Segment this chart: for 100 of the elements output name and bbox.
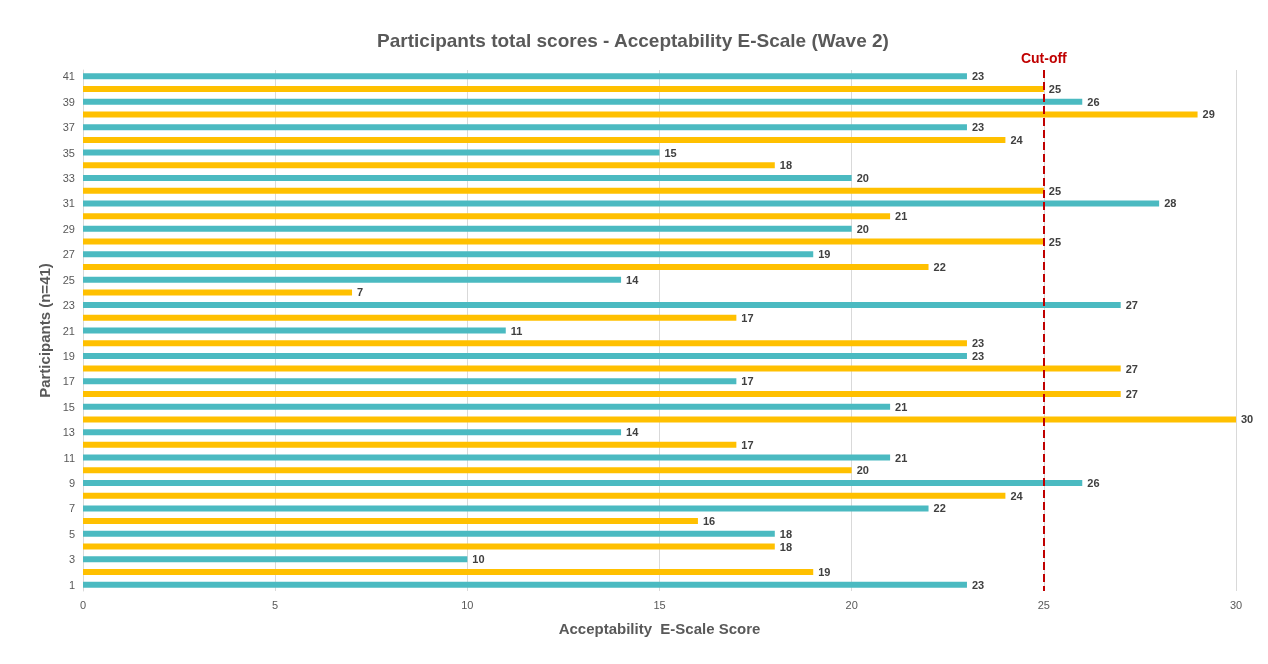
y-tick-label: 17	[62, 375, 75, 388]
bar	[83, 530, 775, 537]
data-label: 7	[357, 286, 364, 299]
bar	[83, 124, 967, 131]
y-tick-label: 27	[62, 248, 75, 261]
bar	[83, 200, 1160, 207]
bar	[83, 302, 1121, 309]
bar	[83, 175, 852, 182]
bar	[83, 581, 967, 588]
bar	[83, 403, 891, 410]
bar	[83, 289, 353, 296]
data-label: 23	[971, 578, 985, 591]
data-label: 22	[933, 502, 946, 515]
y-tick-label: 11	[63, 451, 75, 464]
bar	[83, 86, 1044, 93]
bar	[83, 111, 1198, 118]
y-tick-label: 25	[62, 273, 75, 286]
data-label: 27	[1125, 362, 1138, 375]
bar	[83, 238, 1044, 245]
data-label: 18	[779, 540, 793, 553]
y-tick-label: 1	[68, 578, 75, 591]
x-tick-label: 25	[1037, 598, 1050, 611]
y-tick-label: 7	[68, 502, 75, 515]
data-label: 24	[1010, 133, 1024, 146]
chart-title: Participants total scores - Acceptability E-Scale (Wave 2)	[377, 30, 889, 51]
bar	[83, 391, 1121, 398]
bar	[83, 162, 775, 169]
y-tick-label: 5	[68, 527, 75, 540]
bar	[83, 73, 967, 80]
bar	[83, 365, 1121, 372]
bar	[83, 251, 814, 258]
bar	[83, 467, 852, 474]
bar	[83, 416, 1236, 423]
data-label: 27	[1125, 388, 1138, 401]
y-tick-label: 9	[68, 476, 75, 489]
data-label: 29	[1202, 108, 1215, 121]
y-tick-label: 15	[62, 400, 75, 413]
bar	[83, 340, 967, 347]
bar	[83, 556, 468, 563]
data-label: 25	[1048, 83, 1062, 96]
data-label: 26	[1087, 95, 1100, 108]
bar	[83, 225, 852, 232]
data-label: 14	[626, 273, 640, 286]
data-label: 17	[741, 438, 754, 451]
y-tick-label: 23	[62, 299, 75, 312]
data-label: 21	[895, 451, 908, 464]
y-tick-label: 29	[62, 222, 75, 235]
data-label: 30	[1241, 413, 1254, 426]
y-tick-label: 13	[62, 426, 75, 439]
data-label: 26	[1087, 476, 1100, 489]
x-tick-label: 15	[653, 598, 666, 611]
bar	[83, 149, 660, 156]
data-label: 11	[510, 324, 523, 337]
y-tick-label: 33	[62, 172, 75, 185]
bar	[83, 543, 775, 550]
bar	[83, 492, 1006, 499]
data-label: 23	[971, 349, 985, 362]
data-label: 23	[971, 70, 985, 83]
data-label: 19	[818, 565, 831, 578]
data-label: 20	[856, 172, 869, 185]
bar	[83, 136, 1006, 143]
data-label: 17	[741, 311, 754, 324]
bar	[83, 213, 891, 220]
bar	[83, 454, 891, 461]
bar	[83, 429, 622, 436]
bar	[83, 352, 967, 359]
bar	[83, 314, 737, 321]
data-label: 24	[1010, 489, 1024, 502]
y-axis-title: Participants (n=41)	[35, 263, 53, 398]
data-label: 21	[895, 400, 908, 413]
bar	[83, 568, 814, 575]
data-label: 22	[933, 260, 946, 273]
bar	[83, 441, 737, 448]
y-tick-label: 39	[62, 95, 75, 108]
x-tick-label: 30	[1229, 598, 1243, 611]
bar	[83, 187, 1044, 194]
bar	[83, 479, 1083, 486]
data-label: 21	[895, 210, 908, 223]
data-label: 25	[1048, 184, 1062, 197]
data-label: 19	[818, 248, 831, 261]
x-tick-label: 10	[461, 598, 474, 611]
data-label: 20	[856, 222, 869, 235]
x-tick-label: 20	[845, 598, 858, 611]
y-tick-label: 19	[62, 349, 75, 362]
bar	[83, 276, 622, 283]
data-label: 27	[1125, 299, 1138, 312]
data-label: 10	[472, 553, 485, 566]
data-label: 17	[741, 375, 754, 388]
ref-line-label: Cut-off	[1020, 50, 1068, 66]
x-axis-title: Acceptability E-Scale Score	[558, 620, 761, 637]
bar	[83, 505, 929, 512]
bar	[83, 327, 506, 334]
data-label: 23	[971, 121, 985, 134]
y-tick-label: 41	[62, 70, 75, 83]
x-tick-label: 0	[79, 598, 87, 611]
y-tick-label: 21	[62, 324, 75, 337]
bar	[83, 263, 929, 270]
data-label: 15	[664, 146, 677, 159]
data-label: 16	[702, 515, 716, 528]
bar	[83, 378, 737, 385]
